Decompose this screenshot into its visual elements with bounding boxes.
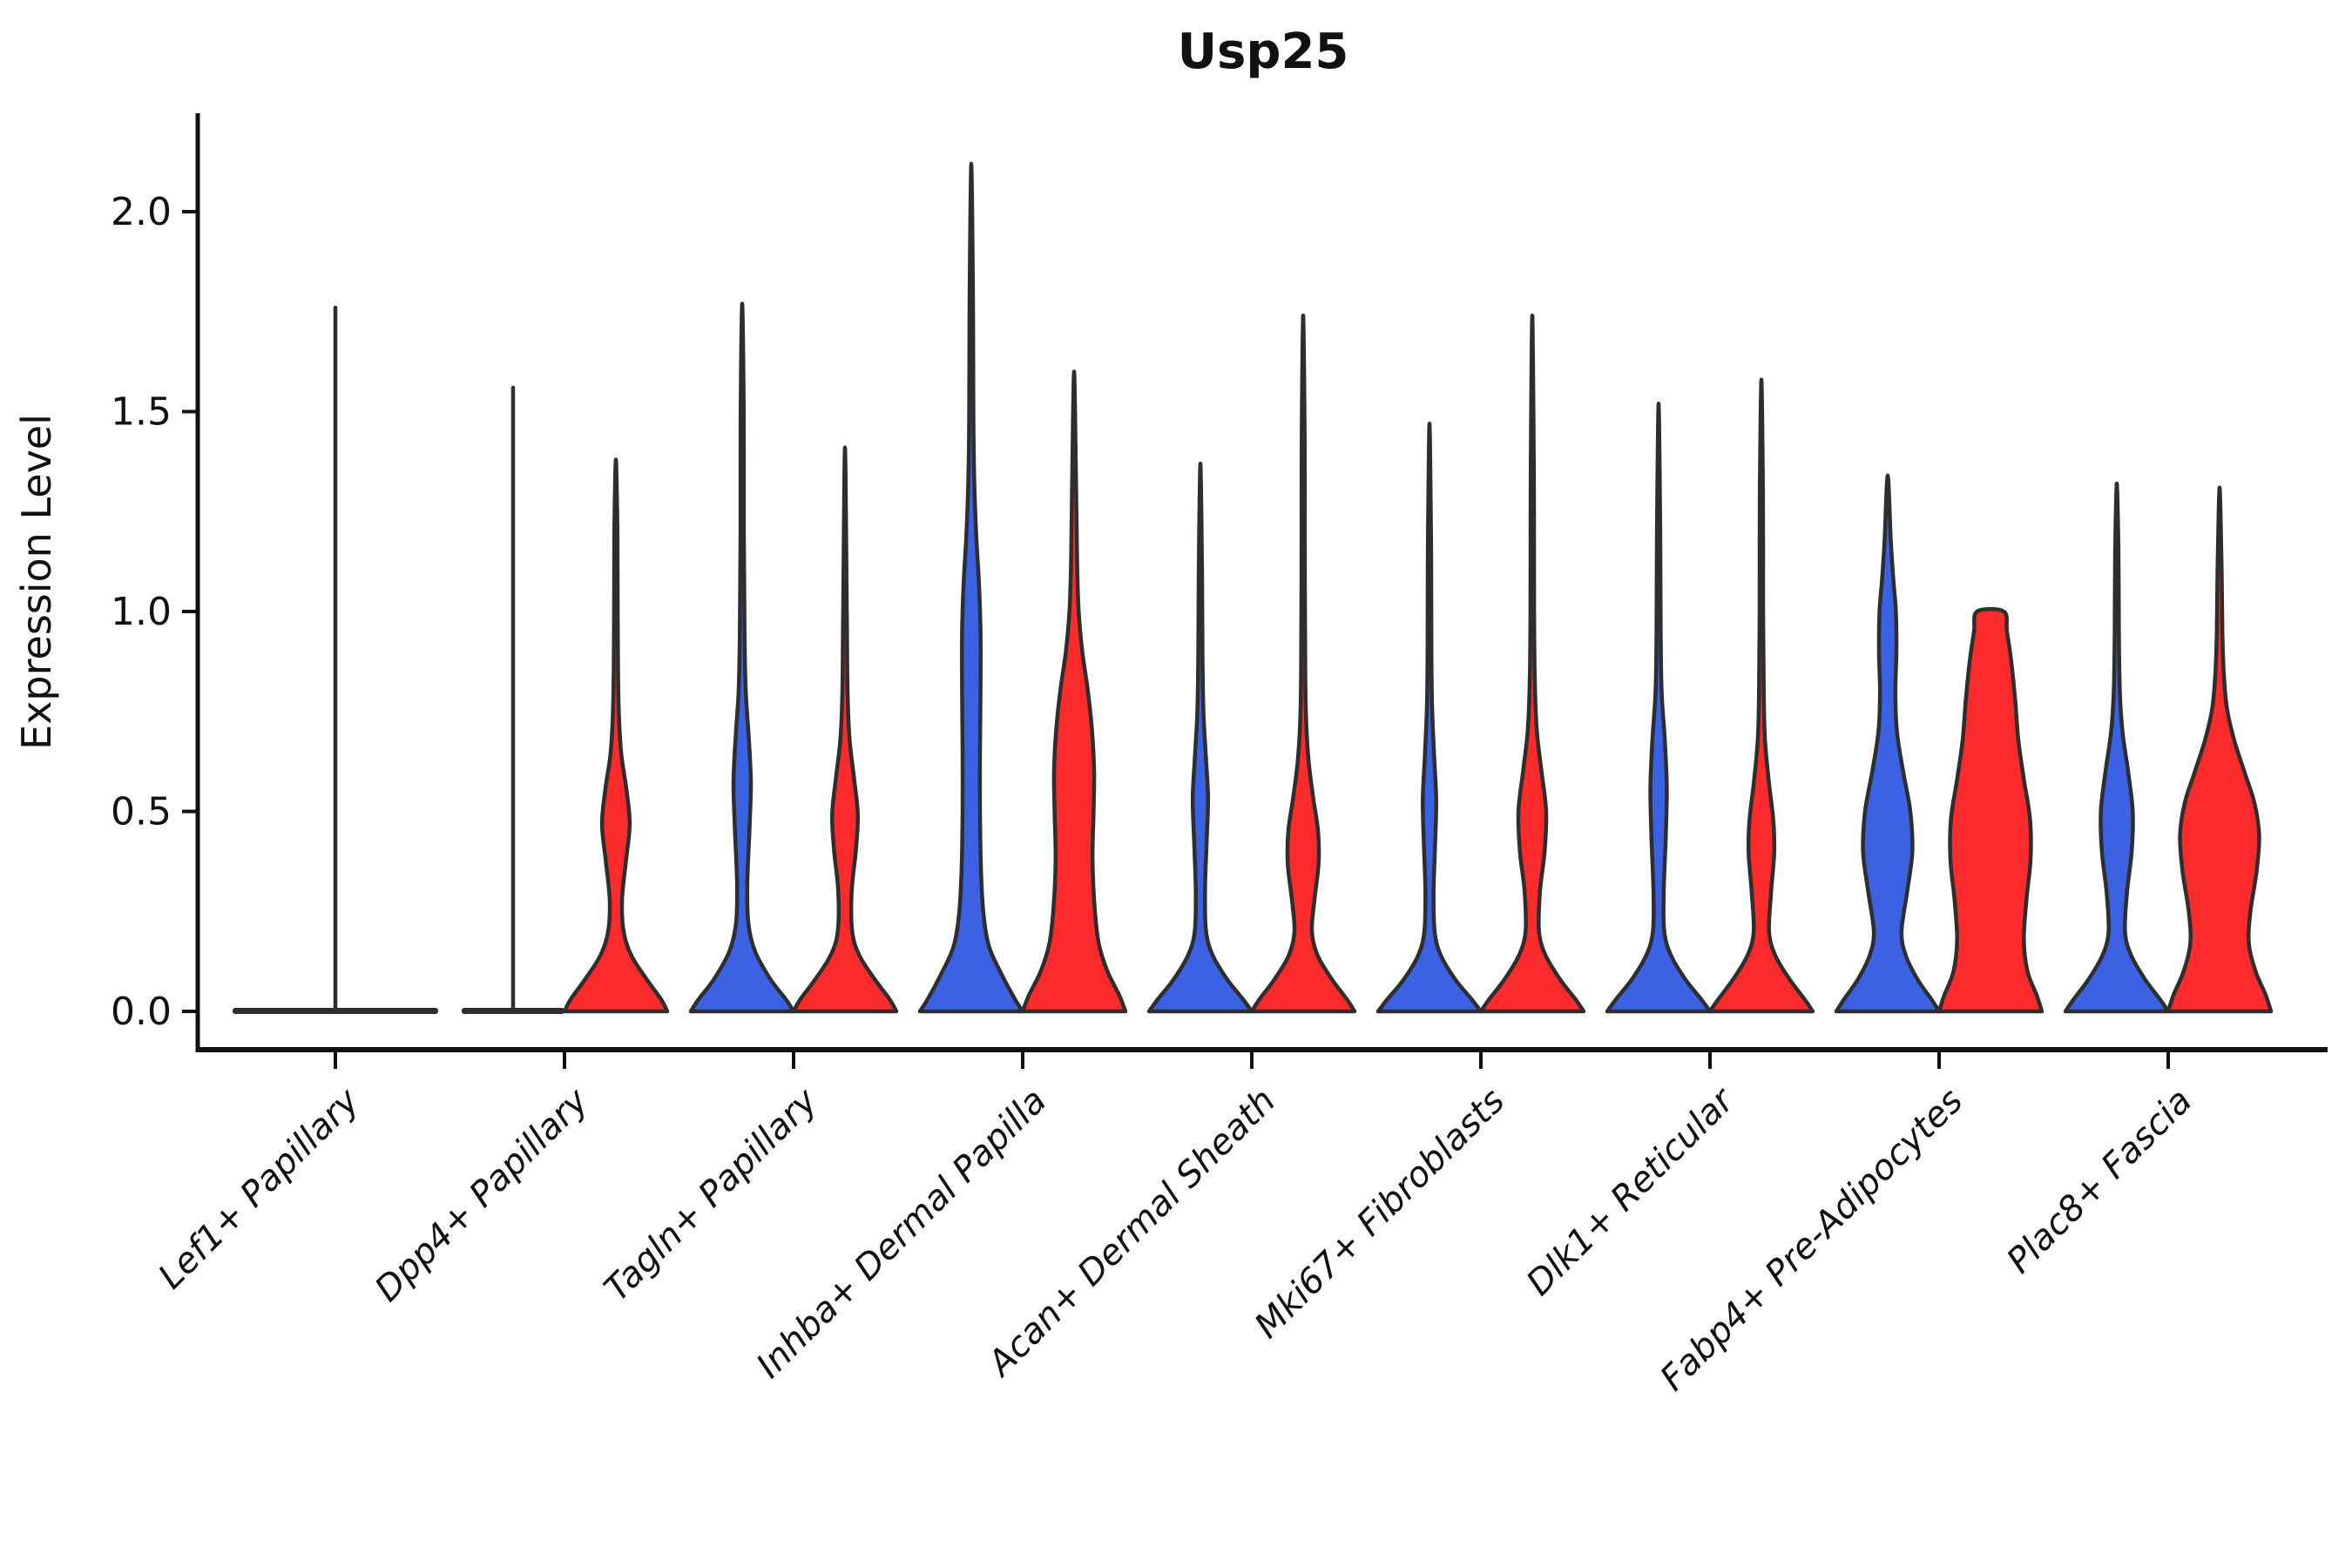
y-tick-label: 0.0	[111, 990, 172, 1034]
violin-blue	[1375, 422, 1484, 1014]
violin-red	[791, 445, 899, 1014]
x-tick-label: Dlk1+ Reticular	[1519, 1079, 1743, 1303]
violin-blue	[1834, 473, 1942, 1014]
chart-title: Usp25	[1178, 24, 1349, 80]
violin-blue	[917, 161, 1025, 1014]
y-axis-title: Expression Level	[13, 414, 60, 750]
violin-red	[2166, 485, 2274, 1014]
violin-blue	[1605, 402, 1713, 1014]
violin-red	[1249, 314, 1357, 1014]
x-tick-label: Lef1+ Papillary	[151, 1080, 368, 1297]
x-tick-label: Plac8+ Fascia	[1999, 1081, 2200, 1281]
violin-red	[1020, 369, 1128, 1014]
violin-flat-blue	[462, 1008, 564, 1014]
violins-layer	[233, 161, 2274, 1014]
x-tick-label: Dpp4+ Papillary	[368, 1080, 597, 1309]
violin-red	[562, 457, 670, 1014]
x-tick-label: Mki67+ Fibroblasts	[1247, 1081, 1513, 1347]
violin-flat-blue	[233, 1008, 438, 1014]
violin-blue	[1146, 461, 1254, 1014]
violin-red	[1707, 377, 1815, 1014]
y-tick-label: 1.5	[111, 390, 172, 435]
y-tick-label: 1.0	[111, 590, 172, 634]
x-tick-label: Tagln+ Papillary	[597, 1080, 826, 1309]
y-tick-label: 2.0	[111, 190, 172, 234]
violin-red	[1478, 314, 1586, 1014]
y-tick-label: 0.5	[111, 790, 172, 835]
violin-red	[1936, 606, 2044, 1014]
axes-layer	[182, 113, 2328, 1069]
violin-blue	[688, 301, 796, 1014]
violin-blue	[2063, 481, 2171, 1014]
